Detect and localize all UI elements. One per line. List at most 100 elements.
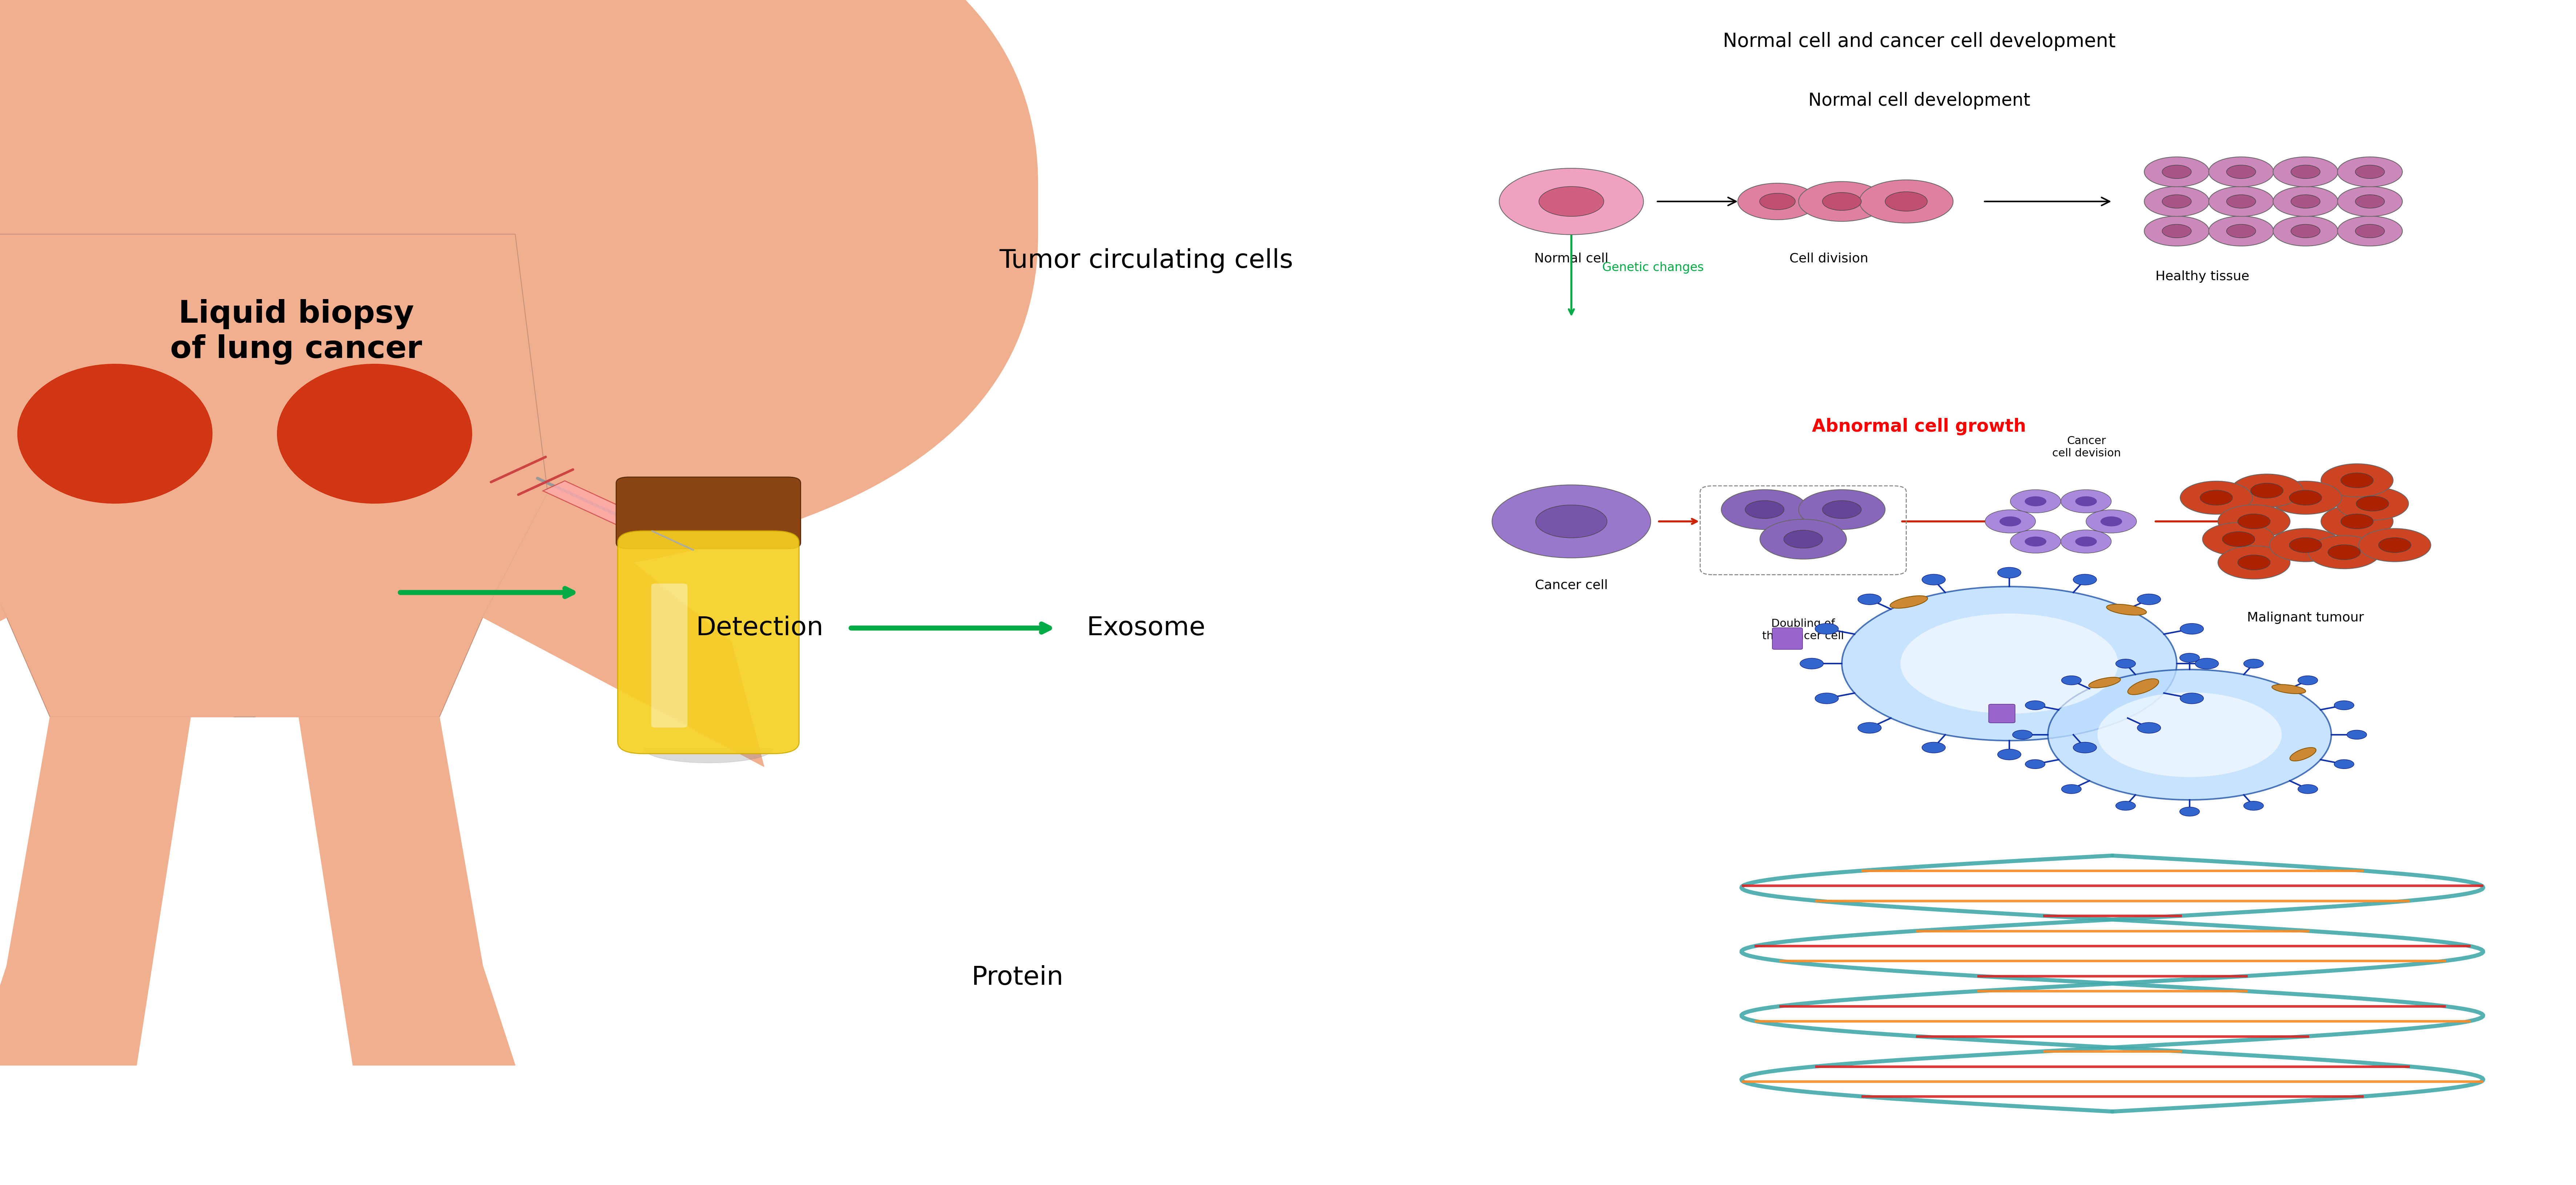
Text: Cancer
cell devision: Cancer cell devision	[2053, 436, 2120, 459]
Circle shape	[1996, 749, 2022, 760]
Circle shape	[2061, 675, 2081, 685]
Circle shape	[2354, 224, 2385, 238]
Circle shape	[2074, 742, 2097, 752]
Circle shape	[2138, 723, 2161, 734]
Text: Genetic changes: Genetic changes	[1602, 262, 1703, 274]
Circle shape	[2223, 532, 2254, 546]
Circle shape	[2336, 186, 2403, 217]
Text: Normal cell development: Normal cell development	[1808, 92, 2030, 109]
Circle shape	[2025, 497, 2045, 506]
Circle shape	[1499, 168, 1643, 235]
Circle shape	[2218, 505, 2290, 538]
Circle shape	[1922, 742, 1945, 752]
Circle shape	[2025, 760, 2045, 769]
Circle shape	[1798, 181, 1886, 222]
Circle shape	[2025, 537, 2045, 546]
Ellipse shape	[2089, 678, 2120, 687]
Circle shape	[2357, 497, 2388, 511]
Circle shape	[2329, 545, 2360, 559]
Text: Abnormal cell growth: Abnormal cell growth	[1811, 418, 2027, 435]
Circle shape	[2360, 529, 2432, 562]
Circle shape	[2179, 807, 2200, 816]
Circle shape	[1901, 614, 2117, 713]
Polygon shape	[18, 364, 211, 504]
Circle shape	[2115, 801, 2136, 811]
Circle shape	[2269, 481, 2342, 514]
Circle shape	[2334, 700, 2354, 710]
Text: Tumor circulating cells: Tumor circulating cells	[999, 248, 1293, 274]
Circle shape	[2138, 594, 2161, 604]
Circle shape	[1801, 658, 1824, 670]
Circle shape	[2290, 491, 2321, 505]
Circle shape	[2244, 801, 2264, 811]
Ellipse shape	[147, 115, 343, 224]
Circle shape	[2272, 186, 2339, 217]
Circle shape	[2061, 489, 2112, 513]
Circle shape	[2354, 194, 2385, 209]
Circle shape	[2347, 730, 2367, 739]
Circle shape	[2161, 165, 2192, 179]
Polygon shape	[255, 717, 515, 1065]
Circle shape	[2143, 156, 2210, 187]
Circle shape	[2251, 483, 2282, 498]
Text: Protein: Protein	[971, 965, 1064, 991]
Circle shape	[2290, 165, 2321, 179]
Circle shape	[1739, 184, 1816, 219]
Circle shape	[2009, 530, 2061, 553]
Circle shape	[2097, 692, 2282, 777]
Circle shape	[1816, 693, 1839, 704]
Polygon shape	[482, 493, 765, 767]
Text: Cell division: Cell division	[1790, 252, 1868, 264]
Circle shape	[1821, 500, 1862, 519]
Text: Normal cell and cancer cell development: Normal cell and cancer cell development	[1723, 32, 2115, 51]
Circle shape	[2226, 165, 2257, 179]
Circle shape	[2218, 546, 2290, 579]
Circle shape	[2202, 523, 2275, 556]
Circle shape	[1759, 519, 1847, 559]
Circle shape	[2115, 659, 2136, 668]
Circle shape	[2298, 784, 2318, 794]
Circle shape	[2239, 514, 2269, 529]
Text: Malignant tumour: Malignant tumour	[2246, 611, 2365, 623]
Circle shape	[2061, 784, 2081, 794]
Circle shape	[2334, 760, 2354, 769]
Circle shape	[2161, 194, 2192, 209]
Text: Healthy tissue: Healthy tissue	[2156, 270, 2249, 282]
Circle shape	[2290, 194, 2321, 209]
Circle shape	[2290, 224, 2321, 238]
Ellipse shape	[2107, 604, 2146, 615]
Text: Exosome: Exosome	[1087, 615, 1206, 641]
Circle shape	[2012, 730, 2032, 739]
Circle shape	[2179, 623, 2202, 634]
Circle shape	[2342, 473, 2372, 488]
Ellipse shape	[2128, 679, 2159, 694]
Circle shape	[2061, 530, 2112, 553]
Text: Normal cell: Normal cell	[1535, 252, 1607, 264]
Circle shape	[1986, 510, 2035, 533]
Circle shape	[2195, 658, 2218, 670]
Text: Detection: Detection	[696, 615, 824, 641]
Circle shape	[1922, 575, 1945, 585]
Circle shape	[1816, 623, 1839, 634]
Circle shape	[2239, 555, 2269, 570]
FancyBboxPatch shape	[1772, 628, 1803, 649]
Ellipse shape	[1891, 596, 1927, 608]
Circle shape	[2226, 194, 2257, 209]
Circle shape	[2290, 538, 2321, 552]
Circle shape	[2298, 675, 2318, 685]
Polygon shape	[0, 493, 8, 767]
Circle shape	[1783, 530, 1824, 549]
Circle shape	[2321, 463, 2393, 497]
Circle shape	[2336, 156, 2403, 187]
Text: Cancer cell: Cancer cell	[1535, 579, 1607, 591]
Polygon shape	[544, 481, 662, 536]
Circle shape	[1759, 193, 1795, 210]
Circle shape	[1857, 594, 1880, 604]
Circle shape	[2231, 474, 2303, 507]
Circle shape	[2009, 489, 2061, 513]
Circle shape	[2076, 537, 2097, 546]
Polygon shape	[0, 717, 234, 1065]
Circle shape	[1860, 180, 1953, 223]
Circle shape	[2048, 670, 2331, 800]
Circle shape	[2354, 165, 2385, 179]
